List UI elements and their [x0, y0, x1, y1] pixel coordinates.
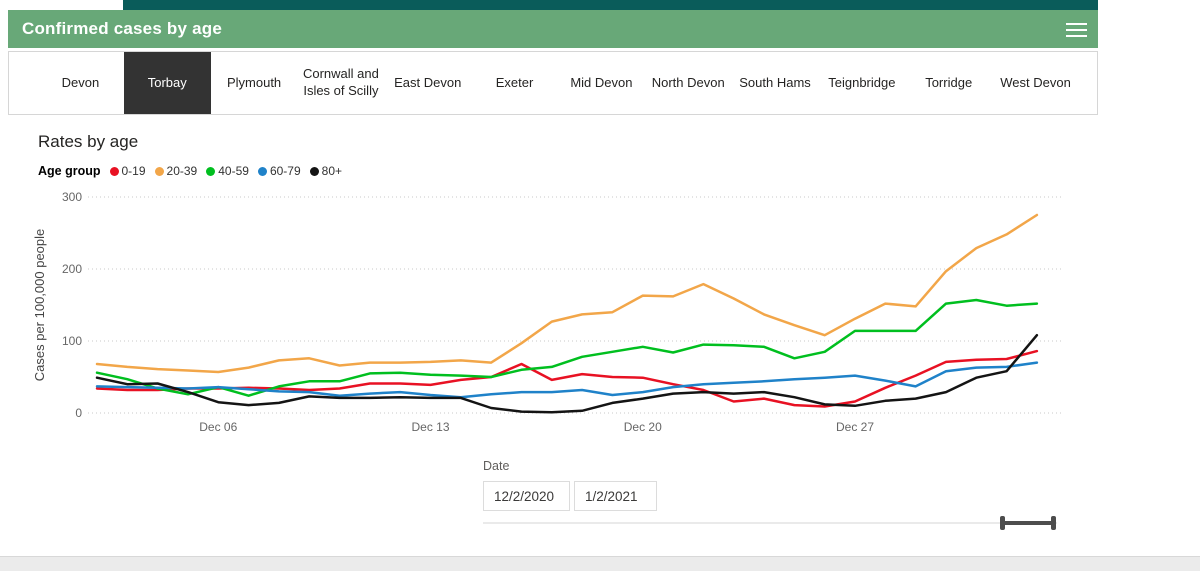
tab-north-devon[interactable]: North Devon [645, 52, 732, 114]
page-title: Confirmed cases by age [22, 19, 222, 38]
tab-label: Mid Devon [570, 74, 633, 90]
y-tick-200: 200 [62, 262, 82, 276]
date-end-input[interactable]: 1/2/2021 [574, 481, 657, 511]
legend-label: 60-79 [269, 164, 301, 178]
y-tick-300: 300 [62, 190, 82, 204]
tab-devon[interactable]: Devon [37, 52, 124, 114]
legend-item-0-19[interactable]: 0-19 [109, 164, 146, 178]
legend-item-20-39[interactable]: 20-39 [154, 164, 198, 178]
y-axis-title: Cases per 100,000 people [32, 229, 47, 382]
tab-label: Torbay [147, 74, 187, 90]
x-tick-dec-27: Dec 27 [836, 420, 874, 434]
region-tabs: Devon Torbay Plymouth Cornwall and Isles of… [8, 51, 1098, 115]
legend-dot-40-59 [206, 166, 216, 176]
legend-label: 80+ [321, 164, 342, 178]
x-tick-dec-06: Dec 06 [199, 420, 237, 434]
bottom-bar [0, 556, 1200, 571]
legend-dot-60-79 [257, 166, 267, 176]
date-slider-track[interactable] [483, 522, 1057, 524]
tab-east-devon[interactable]: East Devon [384, 52, 471, 114]
top-accent-bar [123, 0, 1098, 10]
tab-south-hams[interactable]: South Hams [732, 52, 819, 114]
legend-label: 0-19 [121, 164, 146, 178]
date-slider-right-handle[interactable] [1051, 516, 1056, 530]
y-tick-100: 100 [62, 334, 82, 348]
series-line-20-39 [95, 213, 1039, 374]
tab-label: Torridge [925, 74, 973, 90]
tab-label: North Devon [651, 74, 725, 90]
tab-label: South Hams [739, 74, 811, 90]
series-line-40-59 [95, 298, 1039, 397]
legend-item-40-59[interactable]: 40-59 [206, 164, 249, 178]
legend-dot-0-19 [109, 166, 119, 176]
legend-item-80[interactable]: 80+ [309, 164, 342, 178]
report-header: Confirmed cases by age [8, 10, 1098, 48]
date-slider-range[interactable] [1003, 521, 1053, 525]
date-slider-left-handle[interactable] [1000, 516, 1005, 530]
legend-title: Age group [38, 164, 101, 178]
tab-label: Exeter [495, 74, 534, 90]
tab-label: Plymouth [226, 74, 282, 90]
tab-label: Devon [61, 74, 100, 90]
tab-plymouth[interactable]: Plymouth [211, 52, 298, 114]
date-start-input[interactable]: 12/2/2020 [483, 481, 570, 511]
tab-label: Teignbridge [828, 74, 896, 90]
chart-title: Rates by age [38, 132, 139, 151]
legend-label: 20-39 [166, 164, 198, 178]
tab-exeter[interactable]: Exeter [471, 52, 558, 114]
tab-torridge[interactable]: Torridge [905, 52, 992, 114]
series-line-60-79 [95, 361, 1039, 399]
legend-label: 40-59 [218, 164, 249, 178]
tab-label: Cornwall and Isles of Scilly [302, 66, 379, 98]
x-tick-dec-20: Dec 20 [624, 420, 662, 434]
y-tick-0: 0 [75, 406, 82, 420]
date-slicer-label: Date [483, 459, 510, 473]
tab-label: West Devon [1000, 74, 1071, 90]
tab-west-devon[interactable]: West Devon [992, 52, 1079, 114]
chart-legend: Age group 0-19 20-39 40-59 60-79 80+ [38, 164, 351, 178]
tab-torbay[interactable]: Torbay [123, 52, 211, 114]
x-tick-dec-13: Dec 13 [412, 420, 450, 434]
tab-teignbridge[interactable]: Teignbridge [818, 52, 905, 114]
hamburger-menu-icon[interactable] [1066, 23, 1087, 37]
legend-dot-80 [309, 166, 319, 176]
series-line-0-19 [95, 349, 1039, 408]
tab-mid-devon[interactable]: Mid Devon [558, 52, 645, 114]
series-line-80 [95, 333, 1039, 414]
legend-item-60-79[interactable]: 60-79 [257, 164, 301, 178]
tab-label: East Devon [394, 74, 462, 90]
legend-dot-20-39 [154, 166, 164, 176]
tab-cornwall-and-isles-of-scilly[interactable]: Cornwall and Isles of Scilly [297, 52, 384, 114]
